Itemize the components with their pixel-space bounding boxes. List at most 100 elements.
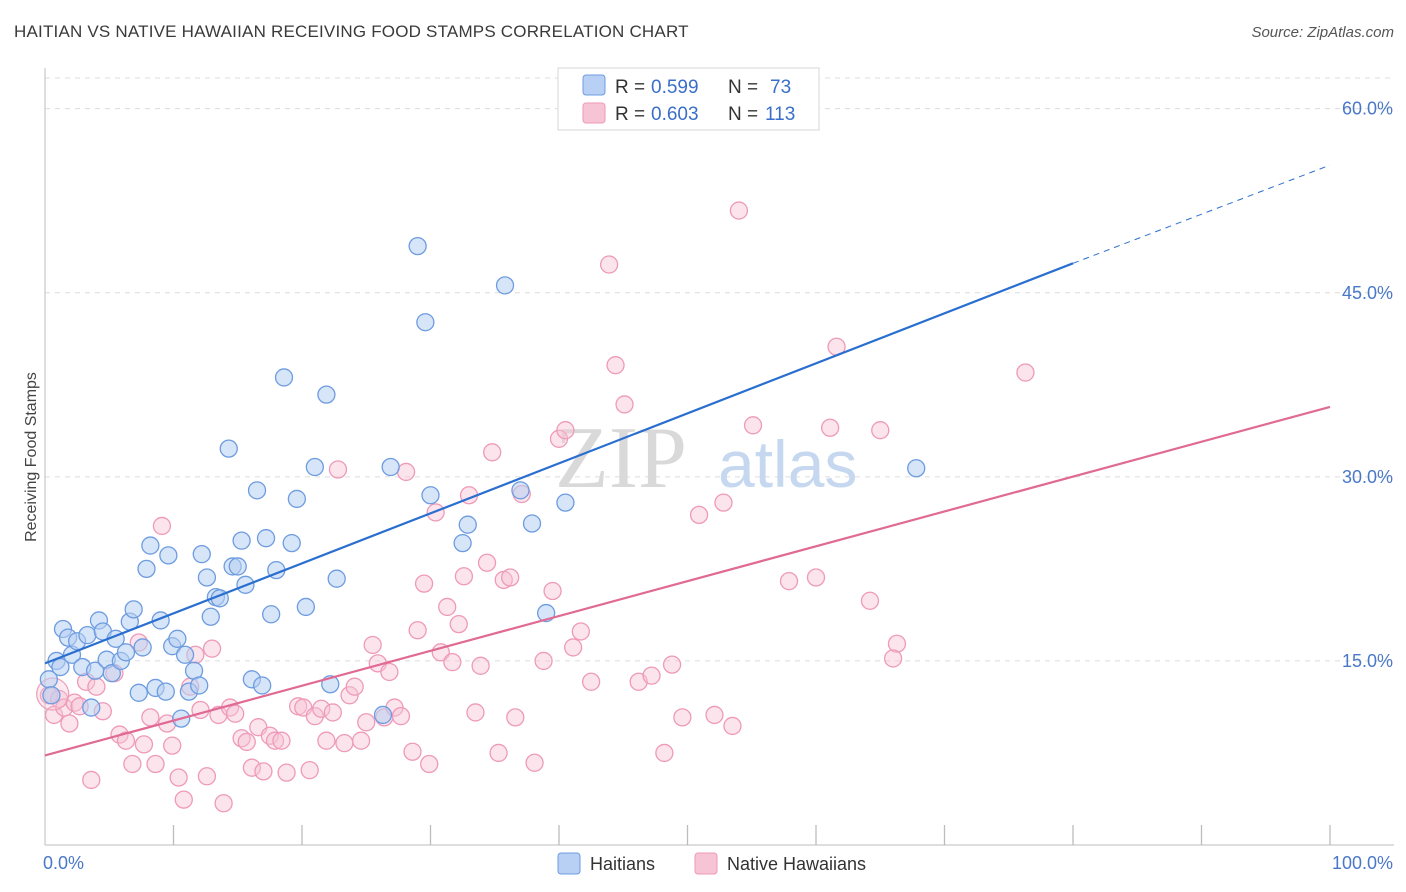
haitian-point xyxy=(192,545,211,564)
native-hawaiian-point xyxy=(277,763,296,782)
trend-lines xyxy=(44,164,1331,757)
native-hawaiian-point xyxy=(443,652,462,672)
native-hawaiian-point xyxy=(380,662,399,682)
native-hawaiian-point xyxy=(146,754,165,774)
native-hawaiian-point xyxy=(60,714,79,733)
legend-n-value: 113 xyxy=(765,104,795,125)
native-hawaiian-point xyxy=(420,754,439,774)
native-hawaiian-point xyxy=(300,760,319,780)
haitian-point xyxy=(116,643,136,662)
native-hawaiian-point xyxy=(431,643,450,662)
native-hawaiian-point xyxy=(525,753,544,772)
haitian-point xyxy=(305,457,325,477)
haitian-point xyxy=(156,682,175,701)
haitian-point xyxy=(197,568,217,587)
native-hawaiian-point xyxy=(82,770,101,790)
native-hawaiian-point xyxy=(556,421,575,440)
legend-swatch-haitians xyxy=(582,74,606,96)
haitian-point xyxy=(201,607,220,626)
chart-title: HAITIAN VS NATIVE HAWAIIAN RECEIVING FOO… xyxy=(14,22,689,41)
native-hawaiian-point xyxy=(689,505,709,525)
haitian-point xyxy=(416,313,435,332)
legend-r-label: R = xyxy=(615,77,645,98)
y-axis-label: Receiving Food Stamps xyxy=(23,372,40,542)
x-tick-label: 100.0% xyxy=(1332,853,1393,873)
native-hawaiian-point xyxy=(305,706,325,726)
y-tick-label: 15.0% xyxy=(1342,651,1393,671)
native-hawaiian-point xyxy=(272,731,291,750)
native-hawaiian-point xyxy=(606,356,625,375)
legend-n-value: 73 xyxy=(770,77,791,98)
haitian-point xyxy=(458,515,477,534)
haitian-point xyxy=(381,457,400,477)
haitians-trend-extension xyxy=(1072,164,1331,264)
native-hawaiian-point xyxy=(237,732,256,752)
haitian-point xyxy=(282,533,301,553)
haitian-point xyxy=(256,529,276,548)
haitian-point xyxy=(327,569,346,588)
series-legend-native-hawaiians: Native Hawaiians xyxy=(727,854,866,874)
native-hawaiian-point xyxy=(543,581,562,601)
legend-n-label: N = xyxy=(728,104,758,125)
haitian-point xyxy=(556,493,575,512)
native-hawaiian-point xyxy=(260,726,280,745)
haitian-point xyxy=(522,514,542,533)
native-hawaiian-point xyxy=(714,493,733,512)
haitian-point xyxy=(175,645,195,664)
native-hawaiian-point xyxy=(534,651,553,671)
haitian-point xyxy=(373,705,393,725)
legend-r-label: R = xyxy=(615,104,645,125)
native-hawaiian-point xyxy=(449,614,468,634)
haitian-point xyxy=(228,557,247,576)
native-hawaiian-point xyxy=(563,638,583,657)
haitian-point xyxy=(296,597,316,617)
native-hawaiian-point xyxy=(87,677,106,696)
native-hawaiian-point xyxy=(363,635,382,655)
haitian-point xyxy=(274,368,294,387)
native-hawaiian-point xyxy=(471,656,490,675)
native-hawaiian-point xyxy=(328,460,348,479)
legend-r-value: 0.599 xyxy=(651,77,699,98)
native-hawaiian-point xyxy=(226,704,245,723)
native-hawaiians-points xyxy=(36,201,1035,813)
native-hawaiian-point xyxy=(351,731,371,750)
native-hawaiian-point xyxy=(642,666,661,685)
native-hawaiian-point xyxy=(571,622,590,641)
native-hawaiian-point xyxy=(729,201,749,220)
native-hawaiian-point xyxy=(403,742,422,761)
haitian-point xyxy=(124,600,143,619)
native-hawaiian-point xyxy=(357,713,376,732)
native-hawaiian-point xyxy=(466,703,485,722)
stats-legend: R = 0.599 N = 73 R = 0.603 N = 113 xyxy=(557,67,820,131)
native-hawaiian-point xyxy=(599,255,619,274)
source-label: Source: ZipAtlas.com xyxy=(1251,24,1394,41)
native-hawaiian-point xyxy=(123,754,142,774)
native-hawaiian-point xyxy=(214,794,233,813)
haitian-point xyxy=(102,664,121,683)
haitian-point xyxy=(137,559,156,579)
native-hawaiian-point xyxy=(317,731,336,750)
haitian-point xyxy=(511,481,530,500)
native-hawaiian-point xyxy=(501,568,520,587)
haitian-point xyxy=(421,486,440,505)
watermark-zip: ZIP xyxy=(555,410,687,507)
haitian-point xyxy=(219,439,238,458)
haitian-point xyxy=(317,385,336,404)
haitian-point xyxy=(82,698,101,717)
haitian-point xyxy=(190,676,209,695)
native-hawaiian-point xyxy=(1016,363,1035,382)
native-hawaiian-point xyxy=(743,416,763,435)
native-hawaiian-point xyxy=(887,634,907,653)
native-hawaiian-point xyxy=(116,731,136,750)
native-hawaiian-point xyxy=(335,733,354,753)
haitian-point xyxy=(129,683,148,702)
y-tick-label: 60.0% xyxy=(1342,99,1393,119)
haitian-point xyxy=(168,629,187,648)
native-hawaiian-point xyxy=(662,655,682,674)
axis-tick-labels: 15.0% 30.0% 45.0% 60.0% 0.0% 100.0% xyxy=(43,99,1393,873)
haitian-point xyxy=(232,531,251,550)
native-hawaiian-point xyxy=(806,568,826,587)
native-hawaiian-point xyxy=(438,597,457,617)
haitian-point xyxy=(141,536,160,555)
